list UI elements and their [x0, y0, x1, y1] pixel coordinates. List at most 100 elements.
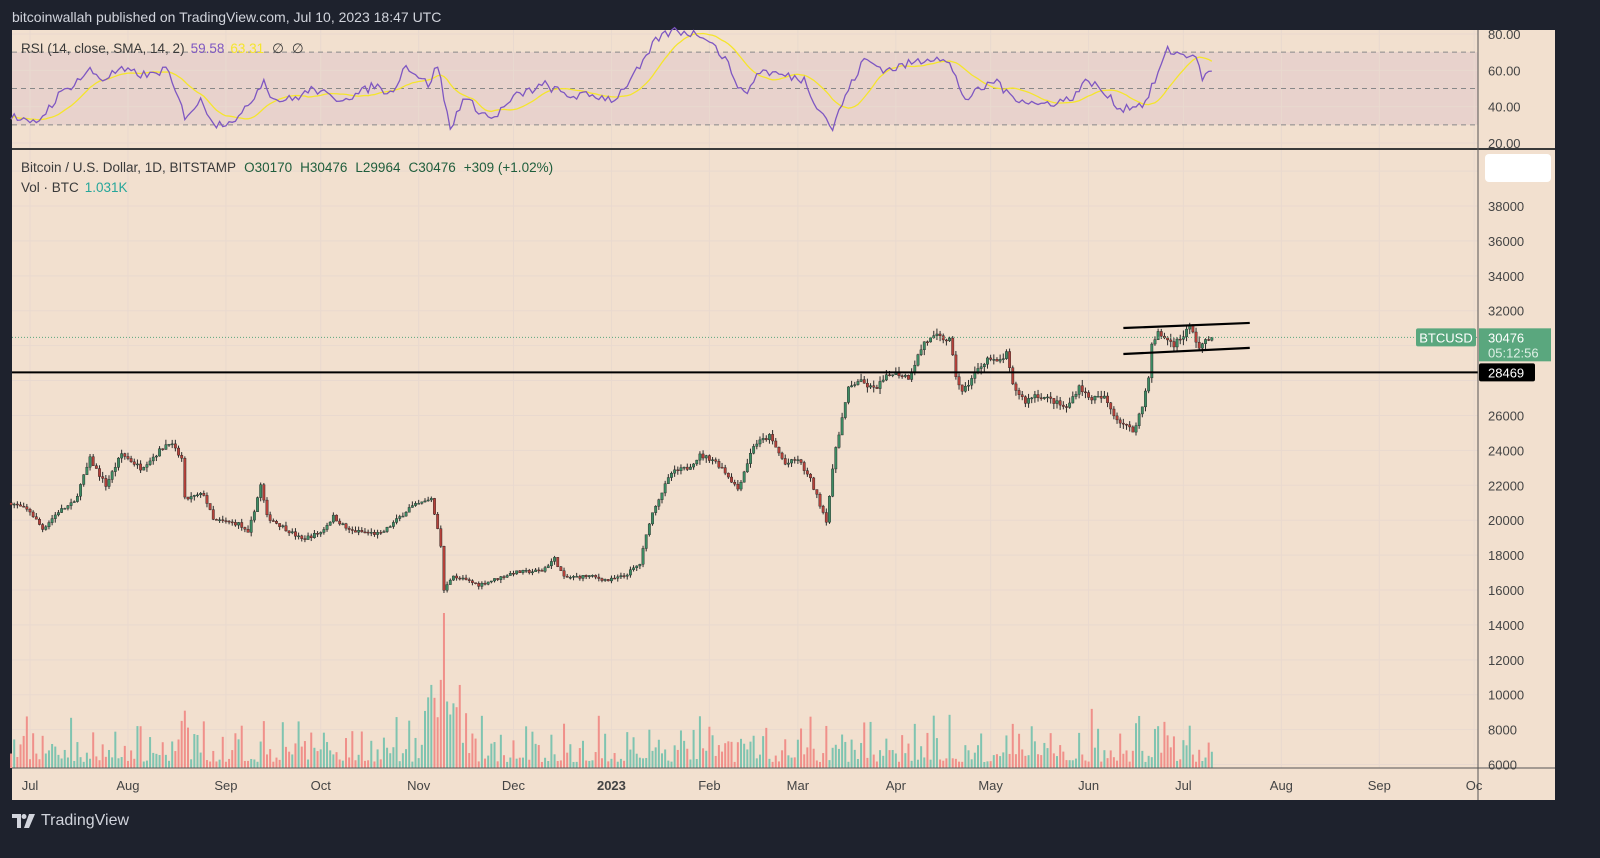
candle-body	[319, 532, 323, 535]
candle-body	[19, 504, 22, 507]
price-axis-label: 8000	[1488, 723, 1517, 738]
candle-body	[31, 511, 35, 517]
candle-body	[521, 570, 525, 573]
volume-bar	[844, 741, 847, 768]
volume-bar	[973, 752, 976, 768]
candle-body	[344, 523, 348, 529]
volume-bar	[1027, 755, 1030, 768]
volume-bar	[1081, 754, 1084, 768]
candle-body	[616, 576, 620, 579]
volume-bar	[408, 720, 411, 768]
volume-bar	[1074, 758, 1077, 768]
candle-body	[477, 583, 481, 587]
volume-bar	[708, 726, 711, 768]
candle-body	[726, 472, 730, 478]
candle-body	[170, 443, 174, 446]
tradingview-logo[interactable]: TradingView	[12, 812, 129, 830]
candle-body	[550, 561, 553, 567]
volume-bar	[1084, 760, 1087, 768]
volume-bar	[1109, 750, 1112, 768]
volume-bar	[1078, 732, 1081, 768]
volume-bar	[518, 757, 521, 768]
volume-bar	[1207, 742, 1210, 768]
volume-bar	[1128, 761, 1131, 768]
rsi-line	[10, 26, 1212, 132]
tradingview-logo-icon	[12, 814, 35, 828]
candle-body	[69, 502, 73, 506]
candle-body	[9, 502, 13, 506]
volume-bar	[803, 754, 806, 768]
volume-bar	[307, 759, 310, 768]
volume-bar	[768, 758, 771, 768]
candle-body	[1128, 424, 1132, 428]
channel-line-lower[interactable]	[1123, 346, 1250, 356]
price-axis-label: 34000	[1488, 269, 1524, 284]
volume-bar	[420, 744, 423, 768]
time-axis-label: Jun	[1078, 778, 1099, 793]
volume-bar	[449, 714, 452, 768]
candle-body	[1017, 390, 1021, 395]
candle-body	[651, 512, 654, 525]
volume-bar	[948, 714, 951, 768]
volume-bar	[553, 754, 556, 768]
candle-body	[265, 499, 269, 515]
volume-bar	[1097, 728, 1100, 768]
volume-bar	[411, 761, 414, 768]
volume-bar	[281, 722, 284, 768]
volume-bar	[566, 752, 569, 768]
volume-bar	[1065, 760, 1068, 768]
candle-body	[711, 459, 714, 461]
price-axis-label: 26000	[1488, 408, 1524, 423]
candle-body	[572, 576, 575, 578]
candle-body	[1153, 339, 1157, 345]
candle-body	[360, 530, 364, 533]
volume-bar	[879, 750, 882, 768]
candle-body	[502, 576, 506, 578]
candle-body	[610, 577, 613, 582]
volume-bar	[1138, 715, 1141, 768]
volume-bar	[209, 761, 212, 768]
candle-body	[1147, 377, 1151, 392]
volume-bar	[705, 750, 708, 768]
candle-body	[1001, 358, 1005, 360]
volume-bar	[250, 758, 253, 768]
candle-body	[954, 354, 958, 377]
candle-body	[821, 505, 825, 513]
volume-bar	[841, 734, 844, 768]
volume-bar	[1071, 760, 1074, 768]
candle-body	[758, 439, 762, 445]
candle-body	[866, 383, 869, 388]
channel-line-upper[interactable]	[1123, 321, 1250, 330]
volume-bar	[1068, 760, 1071, 768]
candle-body	[878, 381, 882, 389]
candle-body	[417, 503, 421, 505]
candle-body	[445, 584, 449, 591]
volume-bar	[32, 733, 35, 768]
volume-bar	[458, 684, 461, 768]
volume-bar	[487, 755, 490, 768]
candle-body	[192, 495, 196, 497]
candle-body	[1068, 402, 1072, 408]
candle-body	[1181, 336, 1185, 340]
volume-bar	[1040, 755, 1043, 768]
volume-bar	[1030, 726, 1033, 768]
candle-body	[1036, 394, 1040, 398]
volume-bar	[104, 756, 107, 768]
volume-bar	[679, 730, 682, 768]
candle-body	[1087, 392, 1091, 398]
volume-bar	[79, 757, 82, 768]
volume-bar	[335, 752, 338, 768]
candle-body	[452, 575, 455, 581]
volume-bar	[1119, 733, 1122, 768]
candle-body	[104, 478, 108, 487]
candle-body	[796, 459, 800, 461]
volume-bar	[1147, 755, 1150, 768]
symbol-title[interactable]: Bitcoin / U.S. Dollar, 1D, BITSTAMP	[21, 160, 237, 175]
candle-body	[1137, 413, 1141, 426]
time-axis-label: Nov	[407, 778, 431, 793]
candle-body	[414, 503, 417, 506]
volume-bar	[1188, 725, 1191, 768]
pane-separator[interactable]	[12, 148, 1555, 150]
volume-bar	[796, 739, 799, 768]
